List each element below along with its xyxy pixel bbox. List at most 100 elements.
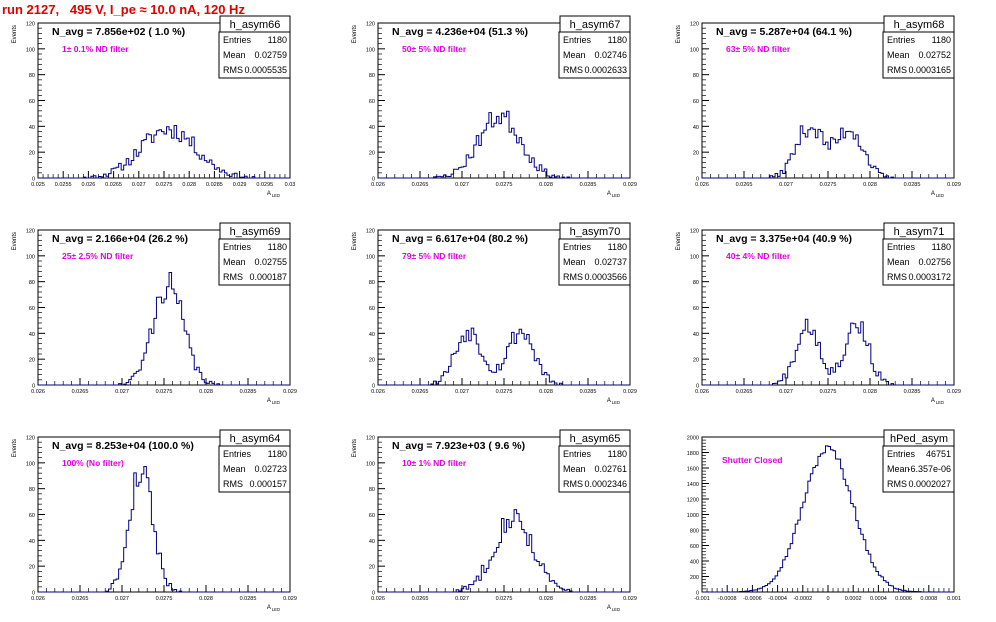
histogram-line	[702, 125, 954, 179]
stats-mean-value: 0.02759	[254, 50, 287, 60]
stats-mean-label: Mean	[563, 50, 586, 60]
histogram-line	[378, 327, 630, 386]
stats-entries-value: 1180	[268, 449, 287, 459]
x-tick-label: 0.0285	[240, 596, 257, 602]
stats-mean-label: Mean	[223, 464, 246, 474]
stats-mean-label: Mean	[563, 464, 586, 474]
y-axis-label: Events	[12, 232, 18, 250]
x-tick-label: 0.0275	[156, 389, 173, 395]
x-tick-label: 0.0265	[412, 596, 429, 602]
stats-mean-value: 0.02737	[594, 257, 627, 267]
x-tick-label: -0.0002	[793, 596, 812, 602]
stats-mean-value: 0.02746	[594, 50, 627, 60]
x-axis-label: ALED	[931, 398, 944, 405]
y-tick-label: 100	[366, 461, 375, 467]
histogram-panel-hPed_asym: 0 200 400 600 800 1000 1200 1400 1600 1800 2000 -0.…	[687, 429, 961, 602]
x-tick-label: 0.025	[31, 182, 45, 188]
stats-mean-label: Mean	[887, 464, 910, 474]
x-tick-label: 0.0275	[496, 182, 513, 188]
histogram-panel-h_asym68: 0 20 40 60 80 100 120 0.026 0.0265 0.027 0.0275 0.0…	[676, 15, 961, 198]
stats-title: hPed_asym	[890, 433, 948, 445]
x-tick-label: 0.0275	[820, 182, 837, 188]
n-avg-label: N_avg = 6.617e+04 (80.2 %)	[392, 233, 528, 245]
x-tick-label: 0.028	[539, 182, 553, 188]
y-tick-label: 20	[693, 358, 699, 364]
y-tick-label: 0	[372, 591, 375, 597]
x-axis-label: ALED	[267, 398, 280, 405]
stats-title: h_asym65	[570, 433, 621, 445]
y-axis-label: Events	[12, 439, 18, 457]
x-tick-label: 0	[826, 596, 829, 602]
x-axis-label: ALED	[267, 191, 280, 198]
stats-box	[882, 31, 955, 79]
x-tick-label: 0.028	[182, 182, 196, 188]
n-avg-label: N_avg = 2.166e+04 (26.2 %)	[52, 233, 188, 245]
stats-title: h_asym67	[570, 19, 621, 31]
y-tick-label: 120	[366, 229, 375, 235]
filter-annotation: 100% (No filter)	[62, 458, 124, 468]
n-avg-label: N_avg = 3.375e+04 (40.9 %)	[716, 233, 852, 245]
stats-rms-label: RMS	[563, 65, 583, 75]
x-tick-label: 0.0285	[580, 596, 597, 602]
x-tick-label: 0.0006	[895, 596, 912, 602]
x-tick-label: 0.0265	[105, 182, 122, 188]
stats-mean-label: Mean	[887, 50, 910, 60]
x-tick-label: 0.0265	[72, 389, 89, 395]
y-axis-label: Events	[676, 232, 682, 250]
y-tick-label: 20	[29, 358, 35, 364]
filter-annotation: 40± 4% ND filter	[726, 251, 791, 261]
stats-mean-label: Mean	[887, 257, 910, 267]
filter-annotation: 25± 2.5% ND filter	[62, 251, 134, 261]
x-tick-label: 0.0275	[156, 596, 173, 602]
x-axis-label: ALED	[607, 605, 620, 612]
y-tick-label: 0	[32, 384, 35, 390]
x-tick-label: 0.0265	[736, 182, 753, 188]
y-tick-label: 120	[26, 229, 35, 235]
x-tick-label: 0.03	[285, 182, 296, 188]
y-tick-label: 120	[26, 22, 35, 28]
stats-entries-value: 1180	[932, 35, 951, 45]
x-tick-label: 0.0285	[904, 389, 921, 395]
stats-rms-label: RMS	[887, 479, 907, 489]
x-tick-label: 0.028	[863, 182, 877, 188]
y-tick-label: 60	[693, 99, 699, 105]
stats-box	[218, 445, 291, 493]
y-tick-label: 20	[369, 151, 375, 157]
stats-box	[558, 445, 631, 493]
y-tick-label: 0	[696, 384, 699, 390]
x-tick-label: 0.0285	[240, 389, 257, 395]
y-tick-label: 0	[696, 177, 699, 183]
stats-mean-value: 0.02761	[594, 464, 627, 474]
x-tick-label: 0.0002	[845, 596, 862, 602]
stats-box	[882, 445, 955, 493]
y-tick-label: 100	[26, 254, 35, 260]
y-tick-label: 60	[29, 513, 35, 519]
stats-rms-label: RMS	[223, 65, 243, 75]
x-tick-label: 0.027	[455, 596, 469, 602]
filter-annotation: 63± 5% ND filter	[726, 44, 791, 54]
y-tick-label: 600	[690, 544, 699, 550]
x-tick-label: -0.0006	[743, 596, 762, 602]
x-tick-label: 0.028	[863, 389, 877, 395]
stats-mean-label: Mean	[563, 257, 586, 267]
x-tick-label: 0.026	[371, 182, 385, 188]
x-tick-label: 0.026	[82, 182, 96, 188]
y-tick-label: 80	[29, 73, 35, 79]
histogram-panel-h_asym65: 0 20 40 60 80 100 120 0.026 0.0265 0.027 0.0275 0.0…	[352, 429, 637, 612]
y-tick-label: 40	[693, 125, 699, 131]
run-title: run 2127, 495 V, I_pe ≈ 10.0 nA, 120 Hz	[2, 2, 245, 17]
stats-rms-label: RMS	[887, 272, 907, 282]
stats-rms-value: 0.0005535	[244, 65, 287, 75]
n-avg-label: N_avg = 7.923e+03 ( 9.6 %)	[392, 440, 525, 452]
x-axis-label: ALED	[607, 398, 620, 405]
x-tick-label: 0.029	[623, 182, 637, 188]
y-tick-label: 80	[369, 73, 375, 79]
x-tick-label: 0.029	[283, 389, 297, 395]
histogram-line	[38, 124, 290, 179]
x-tick-label: 0.026	[695, 182, 709, 188]
y-tick-label: 80	[369, 280, 375, 286]
stats-rms-value: 0.0002027	[908, 479, 951, 489]
x-tick-label: 0.0285	[206, 182, 223, 188]
n-avg-label: N_avg = 5.287e+04 (64.1 %)	[716, 26, 852, 38]
x-tick-label: 0.0265	[412, 389, 429, 395]
